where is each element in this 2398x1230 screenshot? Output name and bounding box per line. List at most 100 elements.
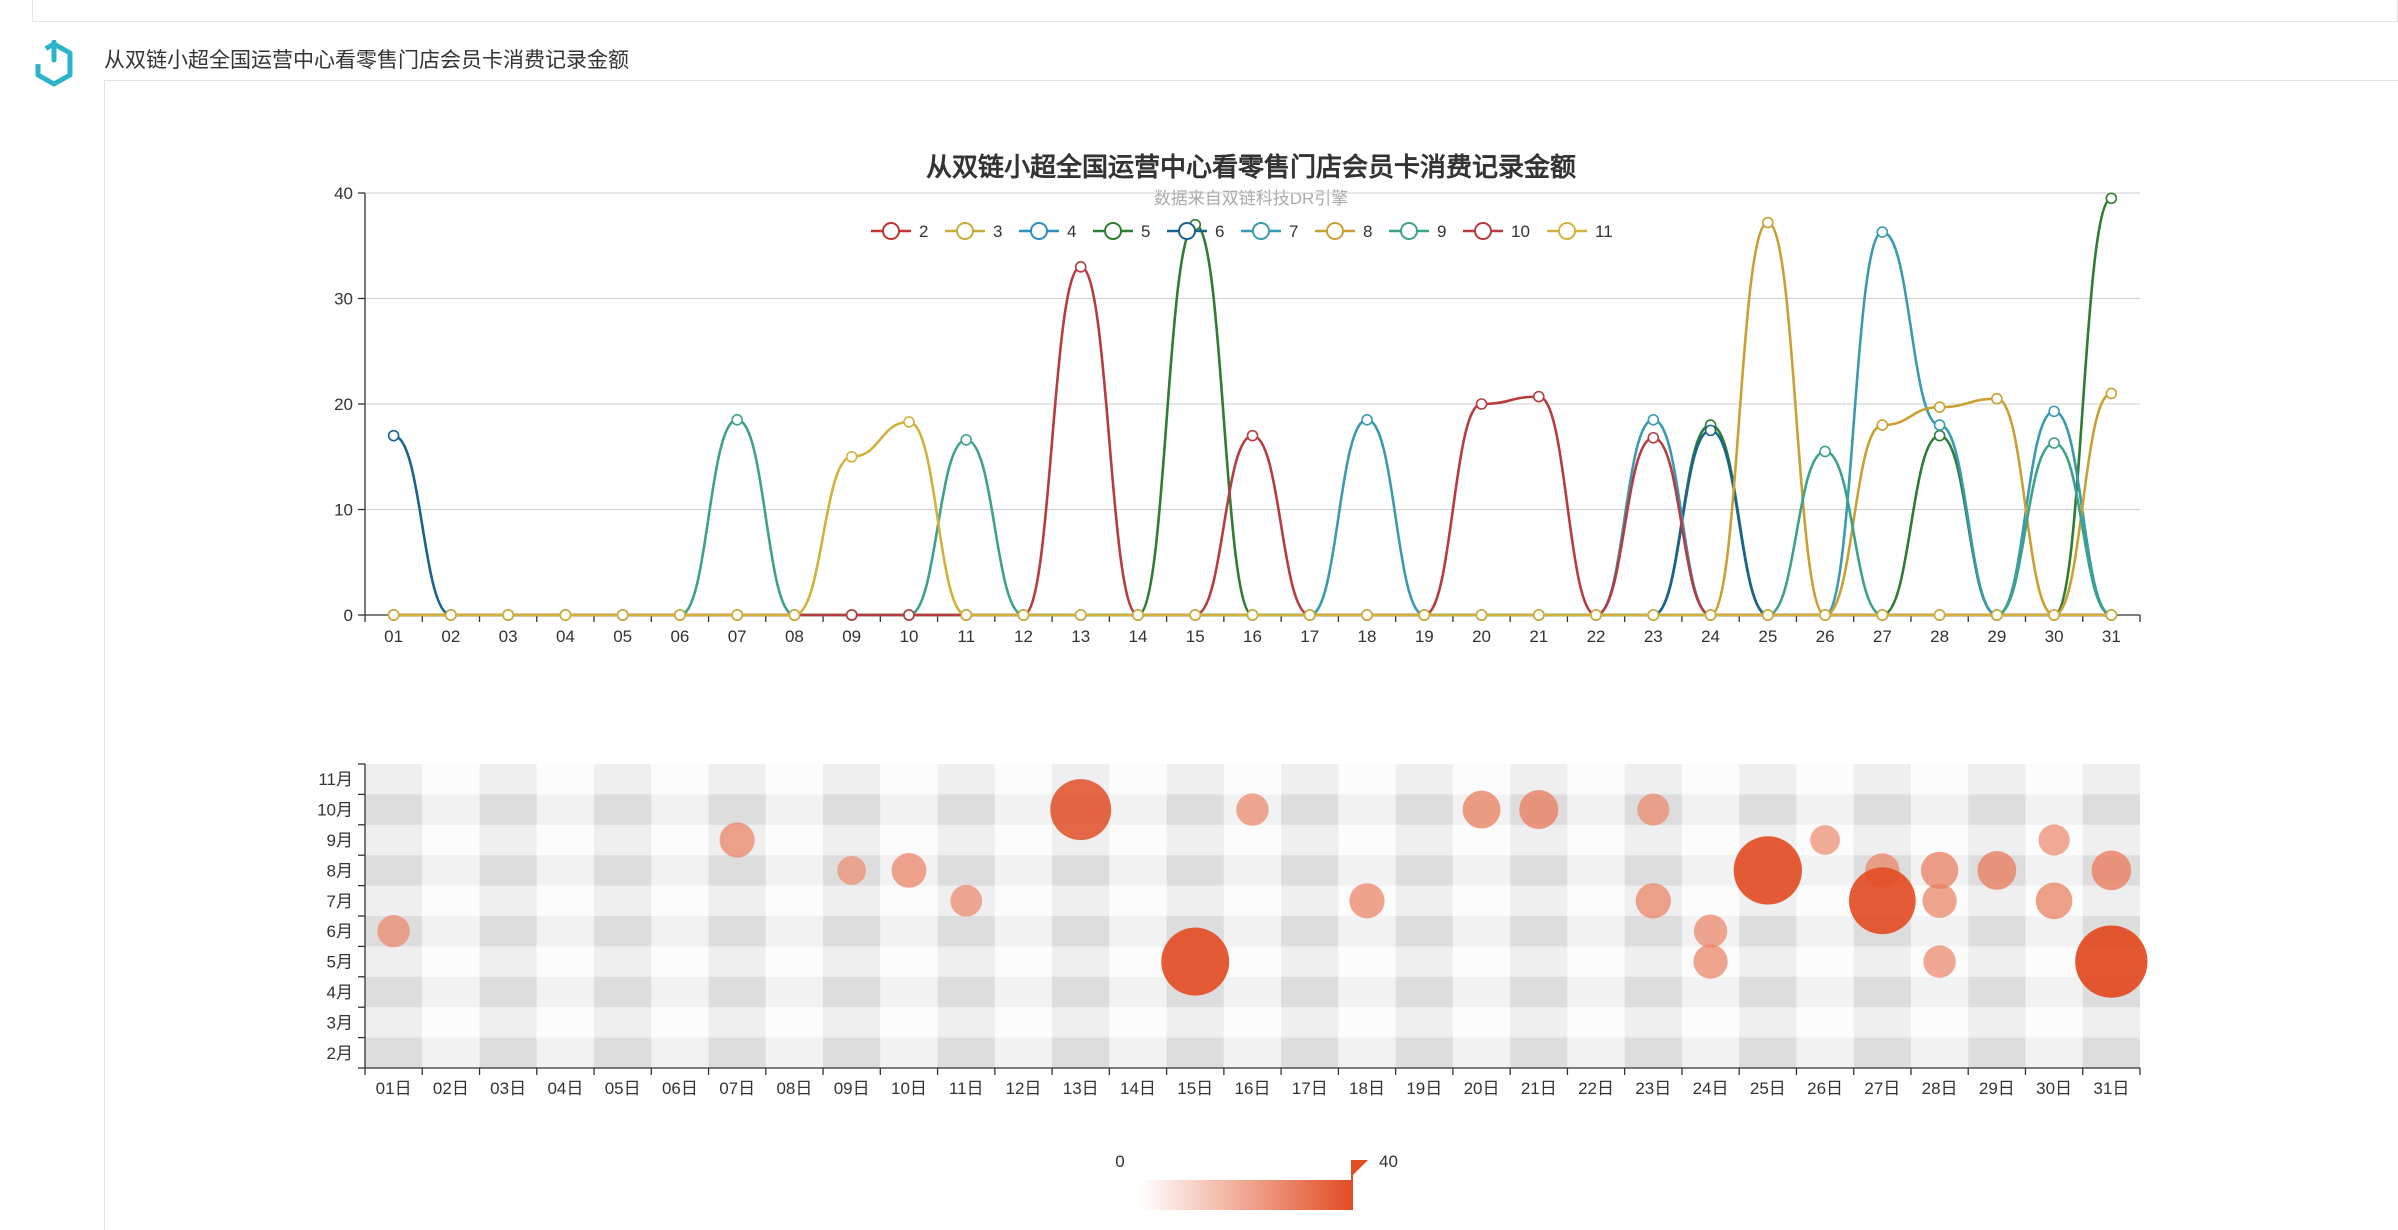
x-tick-label: 20日 xyxy=(1464,1079,1500,1098)
x-tick-label: 12日 xyxy=(1006,1079,1042,1098)
legend-item-9[interactable]: 9 xyxy=(1389,222,1446,241)
x-tick-label: 21日 xyxy=(1521,1079,1557,1098)
data-point xyxy=(1590,609,1602,621)
x-tick-label: 14日 xyxy=(1120,1079,1156,1098)
data-point xyxy=(1819,609,1831,621)
column-band xyxy=(479,764,537,1068)
visual-map-bar[interactable] xyxy=(1140,1180,1352,1210)
data-point xyxy=(616,609,629,621)
legend-item-4[interactable]: 4 xyxy=(1019,222,1076,241)
column-band xyxy=(536,764,595,1068)
x-tick-label: 15 xyxy=(1186,627,1205,646)
data-point xyxy=(387,429,400,442)
visual-map[interactable]: 0 40 xyxy=(1115,1152,1398,1210)
legend-item-5[interactable]: 5 xyxy=(1093,222,1150,241)
data-point xyxy=(1017,609,1030,621)
data-point xyxy=(1933,419,1946,431)
x-tick-label: 08日 xyxy=(776,1079,812,1098)
x-tick-label: 04 xyxy=(556,627,575,646)
x-tick-label: 11 xyxy=(957,627,975,646)
data-point xyxy=(1933,429,1946,442)
data-point xyxy=(1074,609,1087,621)
series-11 xyxy=(387,416,2118,621)
punch-point xyxy=(2075,925,2148,998)
data-point xyxy=(674,609,686,621)
legend-item-3[interactable]: 3 xyxy=(945,222,1002,241)
x-tick-label: 10 xyxy=(899,627,918,646)
line-chart: 从双链小超全国运营中心看零售门店会员卡消费记录金额 数据来自双链科技DR引擎 0… xyxy=(334,152,2141,646)
data-point xyxy=(1876,226,1889,238)
legend-marker xyxy=(1558,222,1576,240)
x-tick-label: 02 xyxy=(441,627,460,646)
legend-label: 5 xyxy=(1141,222,1150,241)
data-point xyxy=(1647,414,1660,426)
punch-point xyxy=(719,822,755,858)
data-point xyxy=(788,609,801,621)
data-point xyxy=(1361,414,1373,426)
visual-map-handle-icon[interactable] xyxy=(1352,1160,1368,1176)
data-point xyxy=(1532,609,1545,621)
legend-label: 2 xyxy=(919,222,928,241)
legend-item-11[interactable]: 11 xyxy=(1547,222,1613,241)
data-point xyxy=(2105,192,2118,205)
row-band xyxy=(365,824,2140,856)
punch-point xyxy=(1923,945,1956,978)
data-point xyxy=(1876,609,1889,621)
row-band xyxy=(365,946,2140,977)
legend-item-6[interactable]: 6 xyxy=(1167,222,1224,241)
x-tick-label: 23日 xyxy=(1635,1079,1671,1098)
series-10 xyxy=(387,261,2118,621)
punch-point xyxy=(1693,944,1728,979)
data-point xyxy=(1704,424,1717,437)
row-band xyxy=(365,885,2140,916)
x-tick-label: 06 xyxy=(670,627,689,646)
data-point xyxy=(731,609,743,621)
column-band xyxy=(1166,764,1224,1068)
punch-point xyxy=(1922,883,1957,918)
punch-point xyxy=(1977,851,2017,890)
punch-point xyxy=(1462,790,1501,829)
data-point xyxy=(1532,390,1545,403)
x-tick-label: 14 xyxy=(1129,627,1148,646)
x-tick-label: 25日 xyxy=(1750,1079,1786,1098)
punch-point xyxy=(377,914,410,948)
data-point xyxy=(1361,609,1373,621)
legend-item-10[interactable]: 10 xyxy=(1463,222,1530,241)
y-tick-label: 6月 xyxy=(327,922,353,941)
row-band xyxy=(365,1007,2140,1038)
line-chart-axes: 0 10 20 30 40 01 02 03 04 05 06 07 08 09 10 11 12 13 14 15 1… xyxy=(334,184,2141,646)
column-band xyxy=(1567,764,1625,1068)
y-tick-label: 7月 xyxy=(327,892,353,911)
visual-map-min-label: 0 xyxy=(1115,1152,1124,1171)
data-point xyxy=(1933,609,1946,621)
y-tick-label: 2月 xyxy=(327,1044,353,1063)
column-band xyxy=(1395,764,1453,1068)
x-tick-label: 18日 xyxy=(1349,1079,1385,1098)
x-tick-label: 26日 xyxy=(1807,1079,1843,1098)
legend-item-2[interactable]: 2 xyxy=(871,222,928,241)
data-point xyxy=(559,609,572,621)
chart-legend[interactable]: 2 3 4 5 6 7 8 9 10 11 xyxy=(871,222,1613,241)
punch-point xyxy=(1349,883,1385,919)
data-point xyxy=(502,609,514,621)
x-tick-label: 05 xyxy=(613,627,632,646)
column-band xyxy=(422,764,480,1068)
column-band xyxy=(708,764,766,1068)
x-tick-label: 31 xyxy=(2102,627,2121,646)
previous-panel-edge xyxy=(32,0,2398,22)
punch-point xyxy=(2035,882,2073,920)
x-tick-label: 21 xyxy=(1529,627,1548,646)
data-point xyxy=(1704,609,1717,621)
legend-item-8[interactable]: 8 xyxy=(1315,222,1372,241)
legend-item-7[interactable]: 7 xyxy=(1241,222,1298,241)
x-tick-label: 09 xyxy=(842,627,861,646)
x-tick-label: 20 xyxy=(1472,627,1491,646)
y-tick-label: 40 xyxy=(334,184,353,203)
punch-point xyxy=(1635,883,1671,919)
data-point xyxy=(1819,445,1831,458)
column-band xyxy=(880,764,938,1068)
data-point xyxy=(1647,431,1660,444)
x-tick-label: 07 xyxy=(728,627,747,646)
data-point xyxy=(2048,609,2060,621)
x-tick-label: 11日 xyxy=(949,1079,984,1098)
